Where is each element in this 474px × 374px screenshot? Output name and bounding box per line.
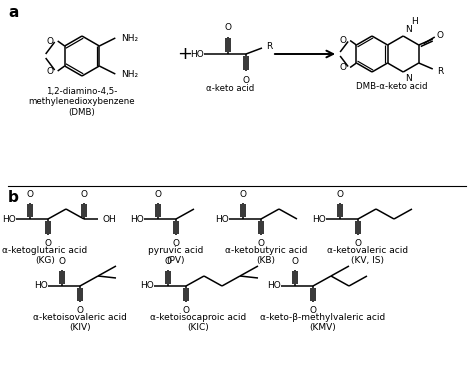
Text: O: O bbox=[437, 31, 444, 40]
Text: O: O bbox=[46, 37, 54, 46]
Text: O: O bbox=[355, 239, 362, 248]
Text: NH₂: NH₂ bbox=[121, 70, 138, 79]
Text: pyruvic acid
(PV): pyruvic acid (PV) bbox=[148, 246, 204, 266]
Text: O: O bbox=[182, 306, 190, 315]
Text: O: O bbox=[155, 190, 162, 199]
Text: O: O bbox=[339, 63, 346, 72]
Text: HO: HO bbox=[215, 215, 229, 224]
Text: HO: HO bbox=[140, 282, 154, 291]
Text: O: O bbox=[337, 190, 344, 199]
Text: N: N bbox=[405, 74, 412, 83]
Text: O: O bbox=[81, 190, 88, 199]
Text: O: O bbox=[58, 257, 65, 266]
Text: HO: HO bbox=[312, 215, 326, 224]
Text: NH₂: NH₂ bbox=[121, 34, 138, 43]
Text: O: O bbox=[27, 190, 34, 199]
Text: O: O bbox=[310, 306, 317, 315]
Text: 1,2-diamino-4,5-
methylenedioxybenzene
(DMB): 1,2-diamino-4,5- methylenedioxybenzene (… bbox=[29, 87, 135, 117]
Text: OH: OH bbox=[103, 215, 117, 224]
Text: O: O bbox=[339, 36, 346, 45]
Text: α-ketoisovaleric acid
(KIV): α-ketoisovaleric acid (KIV) bbox=[33, 313, 127, 332]
Text: α-keto acid: α-keto acid bbox=[206, 84, 254, 93]
Text: H: H bbox=[411, 17, 418, 26]
Text: O: O bbox=[239, 190, 246, 199]
Text: R: R bbox=[266, 42, 272, 50]
Text: α-keto-β-methylvaleric acid
(KMV): α-keto-β-methylvaleric acid (KMV) bbox=[260, 313, 386, 332]
Text: b: b bbox=[8, 190, 19, 205]
Text: HO: HO bbox=[130, 215, 144, 224]
Text: O: O bbox=[173, 239, 180, 248]
Text: +: + bbox=[177, 45, 192, 63]
Text: α-ketobutyric acid
(KB): α-ketobutyric acid (KB) bbox=[225, 246, 307, 266]
Text: HO: HO bbox=[190, 49, 204, 58]
Text: HO: HO bbox=[2, 215, 16, 224]
Text: O: O bbox=[76, 306, 83, 315]
Text: O: O bbox=[46, 67, 54, 76]
Text: O: O bbox=[45, 239, 52, 248]
Text: α-ketoglutaric acid
(KG): α-ketoglutaric acid (KG) bbox=[2, 246, 88, 266]
Text: O: O bbox=[257, 239, 264, 248]
Text: O: O bbox=[225, 23, 231, 32]
Text: DMB-α-keto acid: DMB-α-keto acid bbox=[356, 82, 428, 91]
Text: α-ketoisocaproic acid
(KIC): α-ketoisocaproic acid (KIC) bbox=[150, 313, 246, 332]
Text: O: O bbox=[164, 257, 172, 266]
Text: O: O bbox=[243, 76, 249, 85]
Text: N: N bbox=[405, 25, 412, 34]
Text: R: R bbox=[437, 67, 443, 76]
Text: HO: HO bbox=[34, 282, 48, 291]
Text: a: a bbox=[8, 5, 18, 20]
Text: α-ketovaleric acid
(KV, IS): α-ketovaleric acid (KV, IS) bbox=[328, 246, 409, 266]
Text: O: O bbox=[292, 257, 299, 266]
Text: HO: HO bbox=[267, 282, 281, 291]
